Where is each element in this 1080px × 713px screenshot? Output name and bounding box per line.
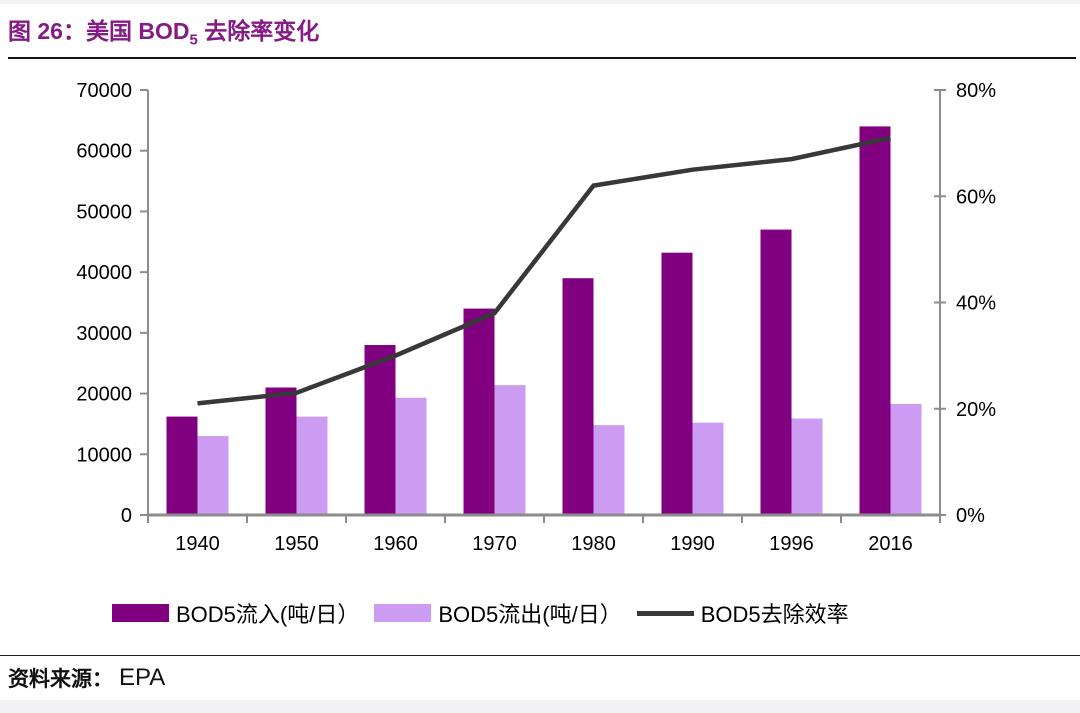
source-label: 资料来源： xyxy=(8,667,113,691)
x-axis-category-label: 1980 xyxy=(571,533,616,555)
bottom-strip xyxy=(0,700,1080,713)
bod5-chart-svg: 0 10000 20000 30000 40000 50000 60000 70000 0% 20… xyxy=(76,80,996,555)
x-axis-category-label: 1960 xyxy=(373,533,418,555)
outflow-bar-1960 xyxy=(395,397,427,515)
inflow-bar-1950 xyxy=(265,387,297,515)
figure-label: 图 26： xyxy=(8,18,86,44)
left-axis-tick-label: 40000 xyxy=(76,262,132,284)
title-subscript: 5 xyxy=(189,31,198,49)
right-axis-tick-label: 80% xyxy=(956,80,996,102)
chart-legend: BOD5流入(吨/日） BOD5流出(吨/日） BOD5去除效率 xyxy=(112,597,849,629)
chart-area: 0 10000 20000 30000 40000 50000 60000 70000 0% 20… xyxy=(0,70,1080,575)
left-axis-tick-label: 0 xyxy=(121,505,132,527)
inflow-swatch xyxy=(112,604,169,622)
inflow-bar-1940 xyxy=(166,416,198,515)
legend-label-inflow: BOD5流入(吨/日） xyxy=(176,602,360,627)
legend-label-outflow: BOD5流出(吨/日） xyxy=(438,602,622,627)
inflow-bar-1980 xyxy=(562,278,594,515)
inflow-bar-1996 xyxy=(760,229,792,515)
right-axis-tick-label: 20% xyxy=(956,399,996,421)
inflow-bar-1970 xyxy=(463,308,495,515)
x-axis-category-label: 1996 xyxy=(769,533,814,555)
left-axis-tick-label: 30000 xyxy=(76,323,132,345)
x-axis-category-label: 1970 xyxy=(472,533,517,555)
legend-label-efficiency: BOD5去除效率 xyxy=(700,602,849,627)
outflow-bar-1980 xyxy=(593,425,625,515)
outflow-bar-2016 xyxy=(890,403,922,515)
outflow-bar-1970 xyxy=(494,385,526,515)
left-axis-tick-label: 10000 xyxy=(76,444,132,466)
top-strip xyxy=(0,0,1080,4)
efficiency-line xyxy=(197,135,891,406)
left-axis-tick-label: 20000 xyxy=(76,384,132,406)
source-value: EPA xyxy=(119,664,166,691)
inflow-bar-1990 xyxy=(661,252,693,515)
outflow-swatch xyxy=(374,604,432,622)
inflow-bar-1960 xyxy=(364,345,396,515)
title-main: 美国 BOD xyxy=(85,18,190,44)
left-axis-tick-label: 60000 xyxy=(76,141,132,163)
outflow-bar-1950 xyxy=(296,416,328,515)
x-axis-category-label: 1990 xyxy=(670,533,715,555)
legend-item-inflow: BOD5流入(吨/日） xyxy=(112,597,359,629)
figure-title: 图 26：美国 BOD5 去除率变化 xyxy=(8,12,319,56)
title-underline xyxy=(8,57,1076,59)
x-axis-category-label: 1940 xyxy=(175,533,220,555)
outflow-bar-1940 xyxy=(197,436,229,515)
title-tail: 去除率变化 xyxy=(197,18,320,44)
inflow-bar-2016 xyxy=(859,126,891,516)
efficiency-line-swatch xyxy=(636,610,694,616)
right-axis-tick-label: 60% xyxy=(956,186,996,208)
right-axis-tick-label: 0% xyxy=(956,505,985,527)
outflow-bar-1996 xyxy=(791,418,823,515)
x-axis-category-label: 2016 xyxy=(868,533,913,555)
left-axis-tick-label: 50000 xyxy=(76,201,132,223)
outflow-bar-1990 xyxy=(692,422,724,515)
footer-divider xyxy=(0,655,1080,656)
left-axis-tick-label: 70000 xyxy=(76,80,132,102)
legend-item-outflow: BOD5流出(吨/日） xyxy=(374,597,622,629)
source-note: 资料来源： EPA xyxy=(8,663,165,693)
x-axis-category-label: 1950 xyxy=(274,533,319,555)
legend-item-efficiency: BOD5去除效率 xyxy=(636,597,849,629)
right-axis-tick-label: 40% xyxy=(956,293,996,315)
